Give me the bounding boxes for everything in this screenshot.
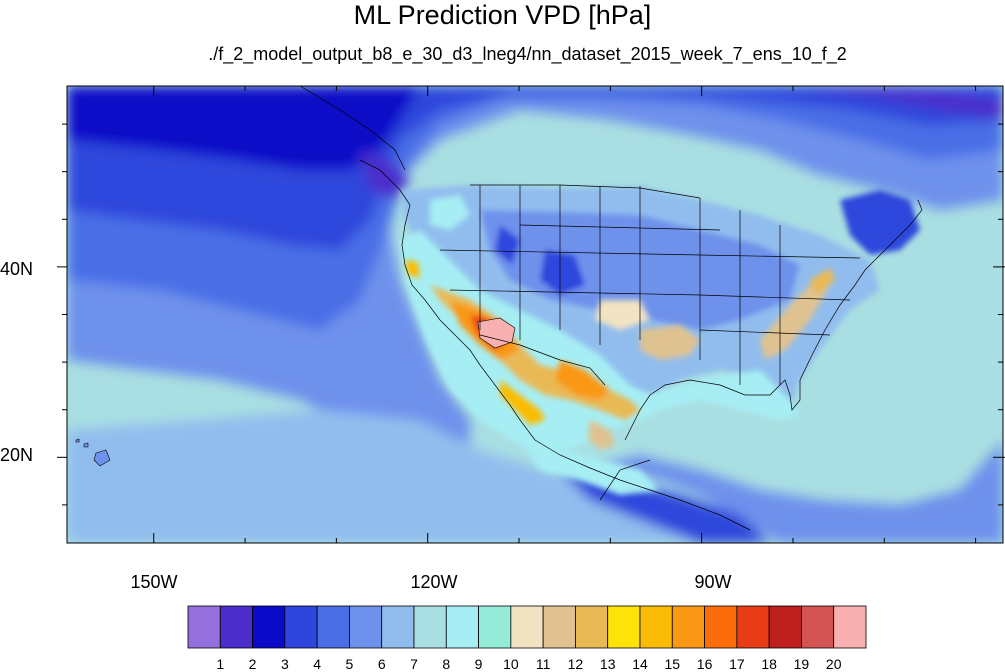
colorbar-label: 6 <box>378 656 386 672</box>
colorbar-label: 8 <box>442 656 450 672</box>
axis-ticks <box>57 86 1005 543</box>
colorbar-swatch <box>187 605 221 649</box>
lon-label-120w: 120W <box>410 572 457 592</box>
colorbar-swatch <box>736 605 770 649</box>
colorbar-label: 9 <box>475 656 483 672</box>
colorbar-label: 15 <box>664 656 680 672</box>
lat-label-40n: 40N <box>0 259 33 279</box>
colorbar-label: 7 <box>410 656 418 672</box>
colorbar-swatch <box>768 605 802 649</box>
colorbar-swatch <box>607 605 641 649</box>
plot-subtitle: ./f_2_model_output_b8_e_30_d3_lneg4/nn_d… <box>208 44 847 64</box>
colorbar-swatch <box>316 605 350 649</box>
vpd-field <box>67 86 1003 543</box>
colorbar-swatch <box>833 605 867 649</box>
lon-label-150w: 150W <box>130 572 177 592</box>
colorbar-label: 19 <box>794 656 810 672</box>
colorbar-swatch <box>381 605 415 649</box>
colorbar-swatch <box>542 605 576 649</box>
colorbar-swatch <box>445 605 479 649</box>
colorbar-label: 14 <box>632 656 648 672</box>
colorbar-swatch <box>801 605 835 649</box>
colorbar-label: 12 <box>568 656 584 672</box>
colorbar-label: 10 <box>503 656 519 672</box>
colorbar-swatch <box>639 605 673 649</box>
colorbar-label: 13 <box>600 656 616 672</box>
colorbar-swatch <box>349 605 383 649</box>
colorbar-label: 2 <box>249 656 257 672</box>
lon-label-90w: 90W <box>694 572 731 592</box>
colorbar: 1 2 3 4 5 6 7 8 9 10 11 12 13 14 15 16 17 18 19 20 <box>187 605 867 672</box>
lat-label-20n: 20N <box>0 445 33 465</box>
colorbar-label: 16 <box>697 656 713 672</box>
coastlines <box>299 86 923 531</box>
colorbar-swatch <box>510 605 544 649</box>
colorbar-label: 18 <box>761 656 777 672</box>
colorbar-label: 11 <box>536 656 551 672</box>
colorbar-label: 20 <box>826 656 842 672</box>
colorbar-swatch <box>575 605 609 649</box>
colorbar-swatch <box>671 605 705 649</box>
colorbar-label: 17 <box>729 656 745 672</box>
colorbar-swatch <box>704 605 738 649</box>
colorbar-swatch <box>284 605 318 649</box>
colorbar-swatch <box>478 605 512 649</box>
colorbar-label: 5 <box>346 656 354 672</box>
plot-title: ML Prediction VPD [hPa] <box>353 0 652 30</box>
colorbar-swatch <box>219 605 253 649</box>
colorbar-label: 3 <box>281 656 289 672</box>
colorbar-swatch <box>252 605 286 649</box>
colorbar-label: 1 <box>216 656 224 672</box>
colorbar-swatch <box>413 605 447 649</box>
colorbar-label: 4 <box>313 656 321 672</box>
